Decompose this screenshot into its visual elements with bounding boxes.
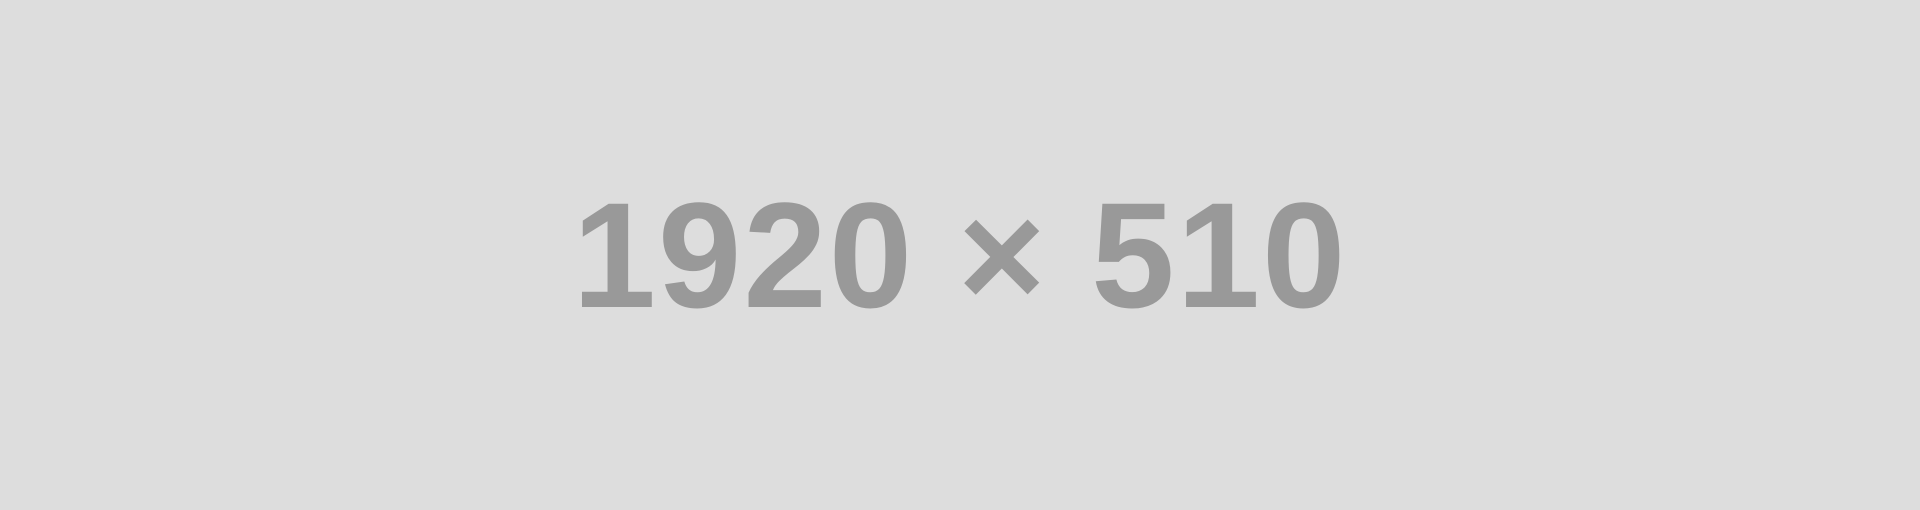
placeholder-dimensions-label: 1920 × 510 (572, 171, 1348, 339)
